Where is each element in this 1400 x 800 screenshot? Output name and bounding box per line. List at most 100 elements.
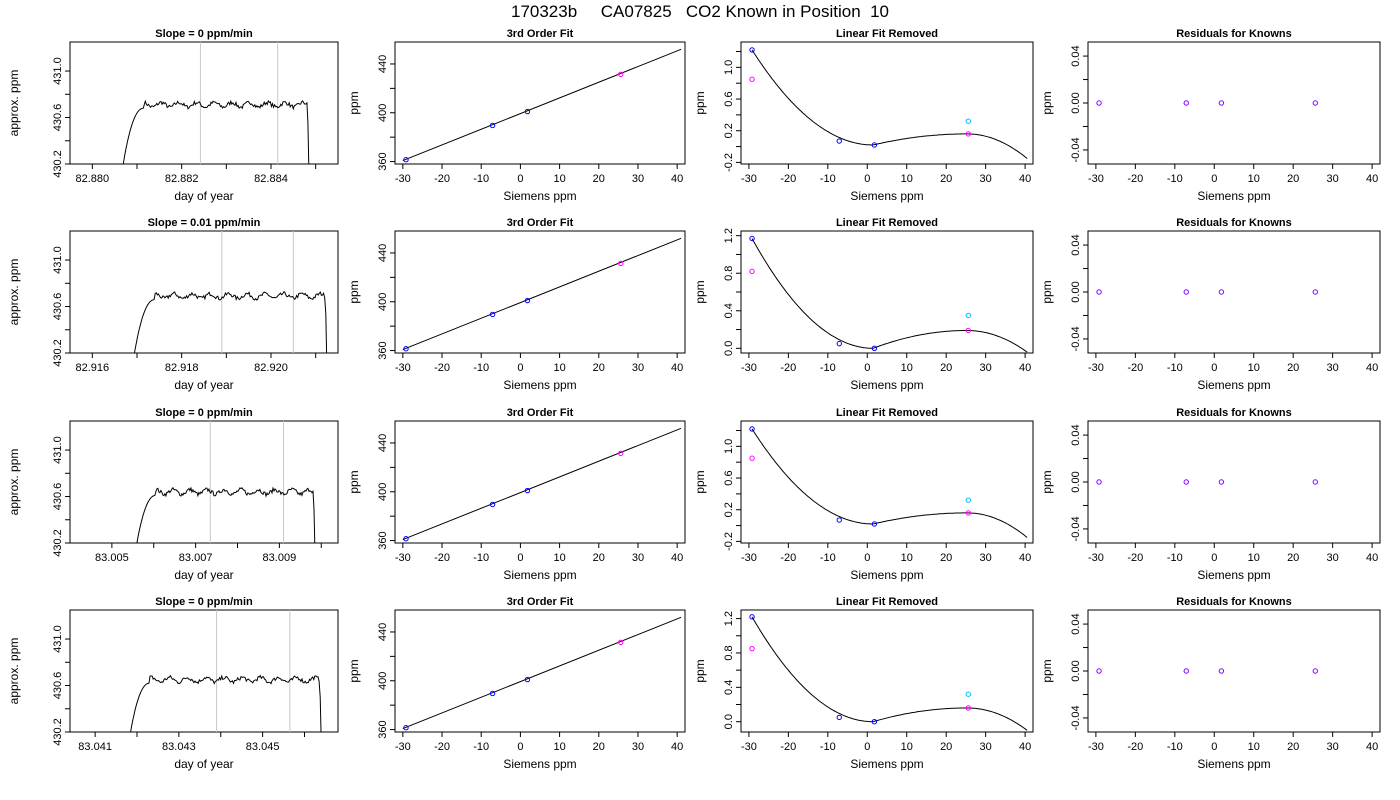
plot-r1c4-ytick-label: -0.04 bbox=[1070, 137, 1082, 162]
plot-r1c1-xtick-label: 82.880 bbox=[76, 173, 110, 185]
plot-r3c2-xtick-label: 30 bbox=[632, 552, 644, 564]
plot-r1c2-fit-line bbox=[402, 48, 682, 162]
plot-r4c3-point bbox=[965, 705, 971, 711]
plot-r4c2-fit-line bbox=[402, 616, 682, 730]
plot-r2c1-xtick-label: 82.916 bbox=[76, 362, 110, 374]
plot-r4c1-xtick-label: 83.043 bbox=[162, 741, 196, 753]
plot-r2c4-point bbox=[1312, 289, 1318, 295]
plot-r3c1-trace bbox=[136, 486, 316, 543]
plot-r3c3-ytick-label: 0.6 bbox=[723, 470, 735, 485]
plot-r3c3-ytick-label: -0.2 bbox=[723, 532, 735, 551]
plot-r2c2-fit-line bbox=[402, 237, 682, 351]
plot-r1c1-ytick-label: 430.6 bbox=[52, 104, 64, 132]
plot-r3c4-frame bbox=[1087, 420, 1381, 544]
plot-r2c3-point bbox=[749, 235, 755, 242]
plot-r1c4-point bbox=[1096, 100, 1102, 106]
plot-r4c3-ytick-label: 0.4 bbox=[723, 680, 735, 695]
plot-r2c3-point bbox=[965, 312, 971, 319]
plot-r1c2-ytick-label: 400 bbox=[377, 104, 389, 122]
plot-r3c2-xtick-label: 10 bbox=[553, 552, 565, 564]
plot-r1c4-xlabel: Siemens ppm bbox=[1197, 189, 1270, 203]
plot-r4c2-xtick-label: 10 bbox=[553, 741, 565, 753]
plot-r4c4-xtick-label: 10 bbox=[1248, 741, 1260, 753]
plot-r4c1-ytick-label: 430.2 bbox=[52, 718, 64, 746]
plot-r4c3-xtick-label: 40 bbox=[1019, 741, 1031, 753]
plot-r3c4-xtick-label: 20 bbox=[1287, 552, 1299, 564]
plot-r2c4-xtick-label: -20 bbox=[1127, 362, 1143, 374]
plot-r4c2-point bbox=[524, 676, 531, 683]
plot-r1c2-title: 3rd Order Fit bbox=[507, 28, 574, 40]
plot-r3c4-point bbox=[1218, 479, 1225, 485]
plot-r1c3-point bbox=[749, 76, 755, 82]
plot-r1c2-xtick-label: 30 bbox=[632, 173, 644, 185]
plot-r3c4-xtick-label: 0 bbox=[1211, 552, 1217, 564]
plot-r3c3-curve bbox=[751, 428, 1028, 538]
plot-r3c2-point bbox=[524, 487, 531, 494]
plot-r3c3-xtick-label: 10 bbox=[901, 552, 913, 564]
plot-r2c4-frame bbox=[1087, 230, 1381, 354]
plot-r2c4-xtick-label: 30 bbox=[1327, 362, 1339, 374]
plot-r4c1-title: Slope = 0 ppm/min bbox=[155, 596, 253, 608]
plot-r4c4-xtick-label: -10 bbox=[1167, 741, 1183, 753]
plot-r2c3-frame bbox=[740, 230, 1034, 354]
plot-r2c3-point bbox=[871, 345, 878, 352]
plot-r4c1-xtick-label: 83.045 bbox=[246, 741, 280, 753]
plot-r2c3-ytick-label: 0.8 bbox=[723, 266, 735, 281]
plot-r2c2-xlabel: Siemens ppm bbox=[503, 378, 576, 392]
plot-r3c4-point bbox=[1312, 479, 1318, 485]
plot-r3c2-point bbox=[489, 501, 496, 508]
plot-r2c3-point bbox=[965, 327, 971, 334]
plot-r1c3-xtick-label: -20 bbox=[780, 173, 796, 185]
plot-r1c2-xtick-label: 0 bbox=[517, 173, 523, 185]
plot-r3c3-point bbox=[965, 497, 971, 503]
plot-r1c4-xtick-label: 20 bbox=[1287, 173, 1299, 185]
plot-r3c1-xtick-label: 83.007 bbox=[179, 552, 213, 564]
plot-r1c4-point bbox=[1218, 100, 1225, 106]
plot-r3c2-title: 3rd Order Fit bbox=[507, 407, 574, 419]
plot-r1c2-xtick-label: -10 bbox=[473, 173, 489, 185]
plot-r3c4-xlabel: Siemens ppm bbox=[1197, 568, 1270, 582]
plot-r4c4-point bbox=[1096, 668, 1102, 674]
plot-r1c2-xtick-label: 10 bbox=[553, 173, 565, 185]
plot-r2c2-xtick-label: -20 bbox=[434, 362, 450, 374]
plot-r1c4-title: Residuals for Knowns bbox=[1176, 28, 1292, 40]
plot-r3c4-point bbox=[1183, 479, 1189, 485]
plot-r1c2-frame bbox=[394, 41, 686, 165]
plot-r2c1-frame bbox=[69, 230, 339, 354]
plot-r4c1-ylabel: approx. ppm bbox=[7, 638, 21, 705]
plot-r2c2-point bbox=[489, 311, 496, 318]
plot-r3c3-ytick-label: 0.2 bbox=[723, 502, 735, 517]
plot-r2c4-xlabel: Siemens ppm bbox=[1197, 378, 1270, 392]
plot-r2c4-xtick-label: 10 bbox=[1248, 362, 1260, 374]
plot-r3c2-frame bbox=[394, 420, 686, 544]
plot-r1c3-xtick-label: 20 bbox=[940, 173, 952, 185]
plot-r2c1-ytick-label: 431.0 bbox=[52, 246, 64, 274]
plot-r3c4-ytick-label: 0.00 bbox=[1070, 471, 1082, 492]
plot-r4c3-xtick-label: 10 bbox=[901, 741, 913, 753]
plot-r4c3-xtick-label: -30 bbox=[741, 741, 757, 753]
plot-r4c4-ytick-label: 0.00 bbox=[1070, 660, 1082, 681]
plot-r3c3-xtick-label: 20 bbox=[940, 552, 952, 564]
plot-r2c3-xtick-label: -30 bbox=[741, 362, 757, 374]
plot-r2c2-xtick-label: 10 bbox=[553, 362, 565, 374]
plot-r1c2-xtick-label: -30 bbox=[395, 173, 411, 185]
plot-r4c4-ytick-label: 0.04 bbox=[1070, 613, 1082, 634]
plot-r1c2-ylabel: ppm bbox=[347, 91, 361, 114]
plot-r3c3-xtick-label: -30 bbox=[741, 552, 757, 564]
plot-r2c3-ylabel: ppm bbox=[693, 280, 707, 303]
plot-r2c2-point bbox=[618, 260, 624, 267]
plot-r2c3-ytick-label: 0.0 bbox=[723, 341, 735, 356]
plot-r2c4-point bbox=[1218, 289, 1225, 295]
plot-r1c1-xtick-label: 82.882 bbox=[165, 173, 199, 185]
plot-r3c2-ylabel: ppm bbox=[347, 470, 361, 493]
plot-r4c2-xtick-label: 40 bbox=[671, 741, 683, 753]
plot-r2c3-title: Linear Fit Removed bbox=[836, 217, 938, 229]
plot-r4c3-curve bbox=[751, 616, 1028, 731]
plot-r4c2-ytick-label: 440 bbox=[377, 623, 389, 641]
plot-r1c4-ytick-label: 0.00 bbox=[1070, 92, 1082, 113]
plot-r3c3-xtick-label: 40 bbox=[1019, 552, 1031, 564]
plot-r4c4-point bbox=[1183, 668, 1189, 674]
plot-r1c4-xtick-label: -30 bbox=[1088, 173, 1104, 185]
plot-r3c3-xtick-label: -10 bbox=[820, 552, 836, 564]
plot-r4c2-frame bbox=[394, 609, 686, 733]
